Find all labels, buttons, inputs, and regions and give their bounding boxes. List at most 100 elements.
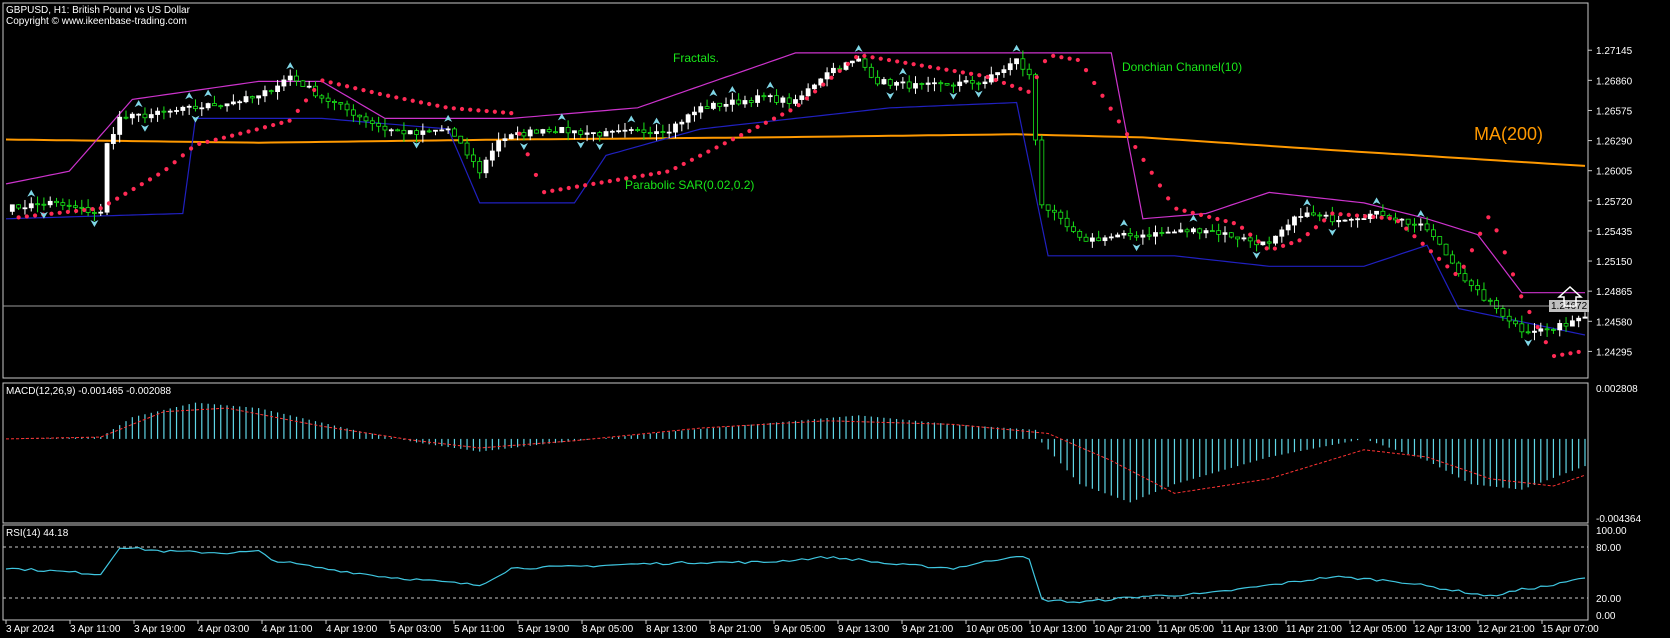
candle-body — [793, 99, 798, 104]
candle-body — [1532, 330, 1537, 333]
sar-dot — [1461, 264, 1466, 269]
sar-dot — [1412, 234, 1417, 239]
candle-body — [988, 74, 994, 83]
time-tick-label: 10 Apr 21:00 — [1094, 624, 1151, 635]
candle-body — [489, 150, 495, 161]
candle-body — [306, 85, 312, 88]
sar-dot — [829, 75, 834, 80]
candle-body — [868, 66, 874, 78]
candle-body — [963, 80, 969, 83]
candle-body — [843, 62, 849, 70]
candle-body — [54, 200, 59, 204]
sar-dot — [492, 109, 497, 114]
candle-body — [1519, 323, 1525, 333]
sar-dot — [845, 61, 851, 67]
fractal-down-icon — [1132, 244, 1141, 252]
candle-body — [363, 116, 369, 122]
sar-dot — [476, 108, 481, 113]
candle-body — [357, 114, 363, 118]
fractal-up-icon — [1303, 198, 1312, 206]
sar-dot — [1174, 206, 1179, 211]
sar-dot — [558, 187, 563, 192]
candle-body — [654, 131, 659, 135]
candle-body — [521, 132, 527, 137]
sar-dot — [1322, 218, 1327, 223]
fractal-down-icon — [519, 142, 528, 150]
candle-body — [1500, 308, 1506, 317]
sar-dot — [517, 131, 522, 136]
fractal-down-icon — [974, 90, 983, 98]
fractal-down-icon — [886, 92, 895, 100]
candle-body — [142, 113, 148, 119]
candle-body — [376, 123, 382, 127]
sar-dot — [665, 169, 670, 174]
sar-dot — [771, 116, 777, 121]
candle-body — [919, 83, 925, 85]
fractal-up-icon — [185, 92, 194, 100]
candle-body — [414, 130, 419, 135]
candle-body — [723, 103, 729, 107]
candle-body — [913, 83, 918, 89]
candle-body — [350, 109, 356, 116]
sar-dot — [599, 180, 604, 185]
sar-label: Parabolic SAR(0.02,0.2) — [625, 178, 754, 192]
candle-body — [338, 102, 344, 105]
candle-body — [685, 114, 691, 123]
fractals-label: Fractals. — [673, 51, 719, 65]
fractal-up-icon — [1372, 197, 1381, 205]
candle-body — [767, 95, 773, 98]
price-tick-label: 1.26290 — [1596, 137, 1633, 148]
sar-dot — [386, 93, 391, 98]
candle-body — [1544, 328, 1550, 331]
sar-dot — [57, 210, 62, 215]
ma-label: MA(200) — [1474, 124, 1543, 144]
sar-dot — [32, 213, 38, 218]
candle-body — [527, 129, 533, 137]
candle-body — [951, 84, 956, 87]
time-tick-label: 12 Apr 13:00 — [1414, 624, 1471, 635]
candle-body — [1513, 320, 1518, 325]
candle-body — [698, 106, 704, 113]
candle-body — [281, 79, 287, 87]
candle-body — [1235, 236, 1241, 240]
up-arrow-icon — [1557, 285, 1583, 307]
sar-dot — [468, 107, 473, 112]
sar-dot — [106, 201, 112, 206]
candle-body — [969, 80, 975, 84]
fractal-up-icon — [1119, 219, 1128, 227]
sar-dot — [16, 215, 21, 220]
sar-dot — [1379, 215, 1384, 220]
candle-body — [1449, 254, 1455, 264]
sar-dot — [862, 53, 867, 59]
candle-body — [641, 129, 647, 133]
candle-body — [199, 107, 205, 110]
candle-body — [1348, 218, 1354, 221]
sar-dot — [443, 105, 448, 110]
candle-body — [704, 106, 710, 109]
macd-tick-label: 0.002808 — [1596, 384, 1638, 395]
sar-dot — [656, 170, 662, 176]
candle-body — [976, 82, 982, 85]
candle-body — [243, 96, 249, 103]
candle-body — [1317, 214, 1323, 217]
sar-dot — [525, 152, 530, 157]
candle-body — [1140, 234, 1146, 238]
sar-dot — [1256, 239, 1261, 244]
candle-body — [186, 105, 192, 108]
candle-body — [458, 135, 464, 144]
candle-body — [1557, 323, 1563, 331]
sar-dot — [115, 196, 120, 201]
sar-dot — [394, 95, 399, 100]
time-tick-label: 4 Apr 11:00 — [262, 624, 313, 635]
candle-body — [553, 131, 558, 134]
candle-body — [382, 125, 388, 131]
sar-dot — [418, 100, 424, 105]
sar-dot — [1166, 196, 1171, 201]
donchian-upper-line — [5, 52, 1585, 294]
candle-body — [1405, 218, 1411, 225]
candle-body — [439, 129, 445, 132]
candle-body — [369, 120, 375, 124]
candle-body — [1424, 223, 1430, 231]
candle-body — [603, 131, 609, 137]
sar-dot — [320, 78, 325, 83]
